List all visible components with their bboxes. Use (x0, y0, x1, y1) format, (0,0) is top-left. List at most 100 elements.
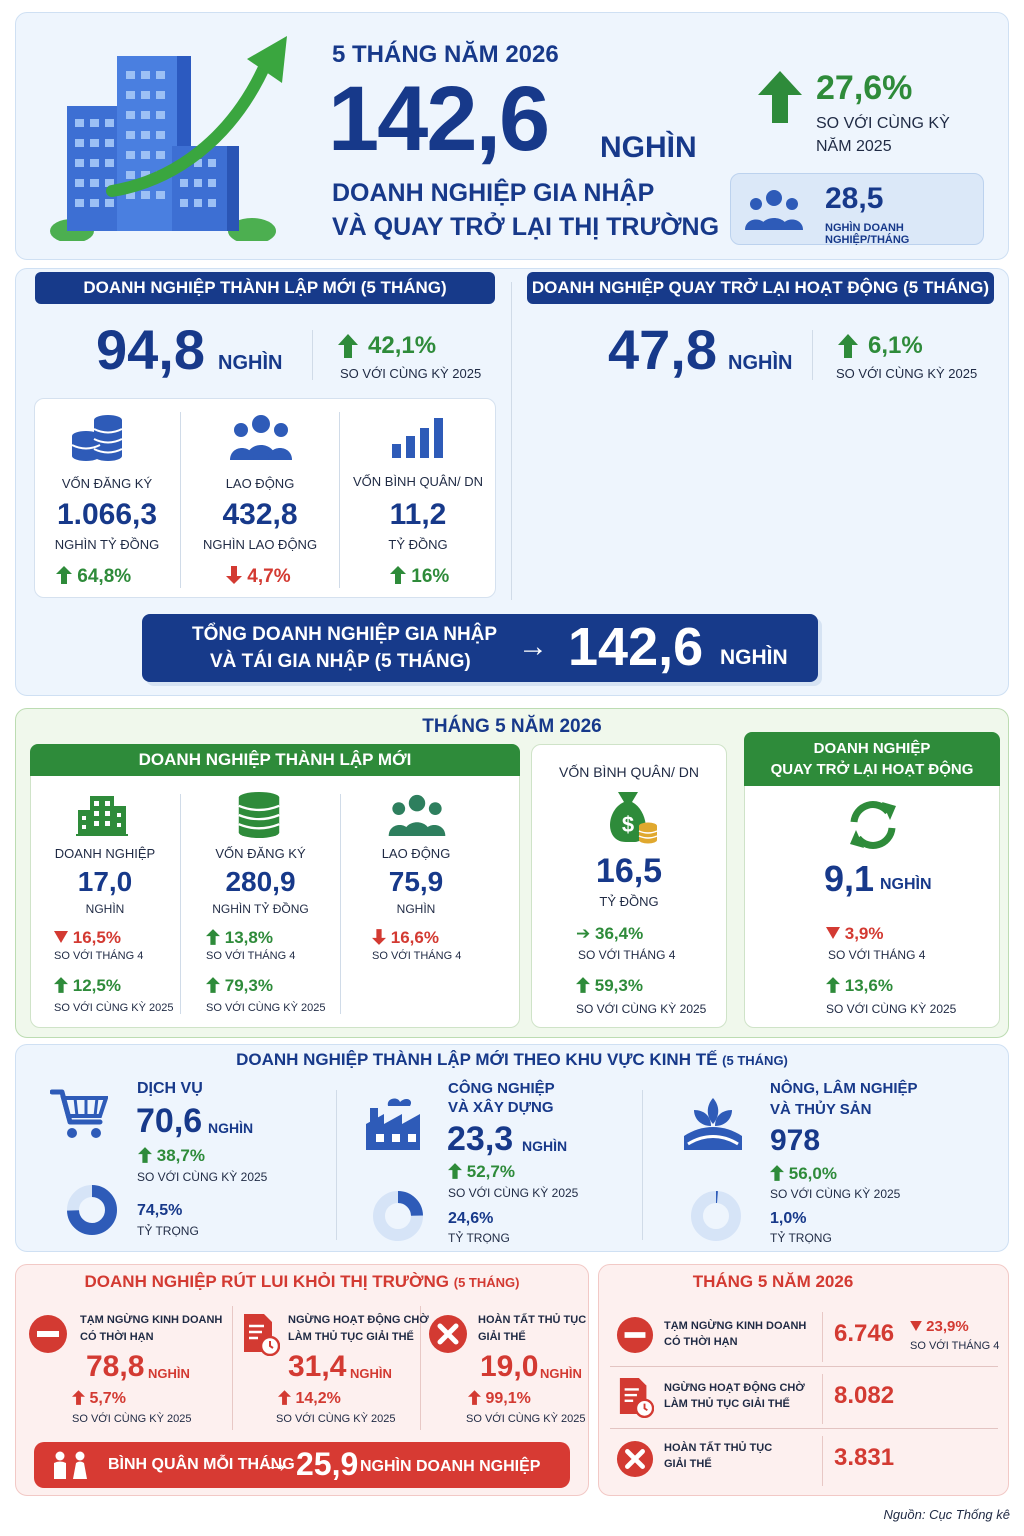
m5-change-value: 13,8% (224, 928, 273, 947)
total-unit: NGHÌN (720, 646, 788, 669)
return-change-2: 13,6% (826, 976, 893, 996)
m5-change-label: SO VỚI THÁNG 4 (372, 950, 462, 962)
sector-name-1: NÔNG, LÂM NGHIỆP (770, 1080, 918, 1097)
up-arrow-icon (278, 1390, 291, 1405)
stat-label: LAO ĐỘNG (225, 476, 295, 491)
return-5m-unit: NGHÌN (728, 352, 793, 374)
avg-change-1: ➔ 36,4% (576, 924, 643, 944)
m5-unit: NGHÌN (396, 902, 436, 916)
refresh-icon (846, 800, 900, 850)
stat-unit: NGHÌN TỶ ĐỒNG (54, 537, 160, 552)
hero-desc-1: DOANH NGHIỆP GIA NHẬP (332, 179, 655, 207)
m5-unit: NGHÌN TỶ ĐỒNG (212, 902, 309, 916)
up-arrow-icon (448, 1163, 462, 1179)
avg-change-label: SO VỚI THÁNG 4 (578, 948, 676, 962)
up-arrow-icon (576, 977, 590, 993)
exit-value: 78,8 (86, 1350, 145, 1383)
stat-value: 1.066,3 (56, 498, 158, 531)
exit-title-suffix: (5 THÁNG) (453, 1275, 520, 1290)
exit-month5-title: THÁNG 5 NĂM 2026 (692, 1272, 854, 1291)
stat-label: VỐN BÌNH QUÂN/ DN (352, 474, 483, 489)
divider (339, 412, 340, 588)
donut-track (691, 1191, 741, 1241)
m5-change-2: 12,5% (54, 976, 121, 996)
donut-share-arc (373, 1191, 423, 1241)
sector-unit: NGHÌN (522, 1138, 568, 1154)
return-change-1: 3,9% (826, 924, 883, 944)
hero-growth-label-1: SO VỚI CÙNG KỲ (816, 115, 950, 132)
monthly-box: 28,5 NGHÌN DOANH NGHIỆP/THÁNG (730, 173, 984, 246)
exit-label-1: NGỪNG HOẠT ĐỘNG CHỜ (288, 1314, 429, 1326)
m5-change-2: 79,3% (206, 976, 273, 996)
down-triangle-icon (910, 1321, 922, 1331)
avg-unit: TỶ ĐỒNG (599, 894, 659, 909)
exit-growth-value: 99,1% (485, 1390, 531, 1407)
sector-growth: 52,7% (448, 1162, 515, 1182)
sector-name-1: DỊCH VỤ (137, 1080, 203, 1097)
m5-change-1: 16,6% (372, 928, 439, 948)
stat-change-value: 64,8% (77, 566, 132, 587)
total-arrow: → (518, 630, 548, 663)
down-arrow-icon (372, 929, 386, 945)
m5-label: LAO ĐỘNG (381, 846, 451, 861)
avg-label: VỐN BÌNH QUÂN/ DN (558, 764, 699, 780)
month5-new-header: DOANH NGHIỆP THÀNH LẬP MỚI (30, 744, 520, 776)
exit-title-main: DOANH NGHIỆP RÚT LUI KHỎI THỊ TRƯỜNG (84, 1272, 450, 1291)
total-line-2: VÀ TÁI GIA NHẬP (5 THÁNG) (210, 651, 471, 672)
sector-name-2: VÀ XÂY DỰNG (448, 1099, 554, 1116)
new-5m-growth-label: SO VỚI CÙNG KỲ 2025 (340, 366, 482, 381)
sector-share: 74,5% (137, 1202, 183, 1219)
stat-change: 64,8% (56, 566, 131, 588)
document-clock-icon (618, 1376, 654, 1418)
exit-unit: NGHÌN (350, 1366, 392, 1381)
source-note: Nguồn: Cục Thống kê (883, 1507, 1010, 1522)
exit-unit: NGHÌN (540, 1366, 582, 1381)
sector-name-2: VÀ THỦY SẢN (770, 1101, 872, 1118)
divider (511, 282, 512, 600)
exit-growth: 99,1% (468, 1390, 531, 1408)
exit-growth-label: SO VỚI CÙNG KỲ 2025 (276, 1413, 396, 1425)
people-icon (50, 1451, 90, 1479)
hero-card: 5 THÁNG NĂM 2026 142,6 NGHÌN DOANH NGHIỆ… (15, 12, 1009, 260)
m5-change-value: 79,3% (224, 976, 273, 995)
month5-return-header: DOANH NGHIỆP QUAY TRỞ LẠI HOẠT ĐỘNG (744, 732, 1000, 786)
avg-change-value: 59,3% (594, 976, 643, 995)
exit-m5-label-2: CÓ THỜI HẠN (664, 1336, 738, 1348)
m5-change-value: 16,6% (390, 928, 439, 947)
divider (312, 330, 313, 380)
sector-name-1: CÔNG NGHIỆP (448, 1080, 555, 1097)
exit-m5-label-2: GIẢI THỂ (664, 1458, 712, 1470)
exit-growth-label: SO VỚI CÙNG KỲ 2025 (466, 1413, 586, 1425)
exit-label-2: LÀM THỦ TỤC GIẢI THỂ (288, 1331, 414, 1343)
exit-m5-label-1: TẠM NGỪNG KINH DOANH (664, 1320, 807, 1332)
exit-m5-label-2: LÀM THỦ TỤC GIẢI THỂ (664, 1398, 790, 1410)
stat-change: 4,7% (226, 566, 291, 588)
month5-new-box (30, 744, 520, 1028)
buildings-growth-icon (42, 31, 292, 241)
sectors-title: DOANH NGHIỆP THÀNH LẬP MỚI THEO KHU VỰC … (15, 1050, 1009, 1070)
sectors-title-suffix: (5 THÁNG) (722, 1053, 788, 1068)
document-clock-icon (242, 1312, 280, 1356)
stat-change-value: 4,7% (247, 566, 291, 587)
m5-value: 280,9 (225, 866, 296, 897)
no-entry-icon (28, 1314, 68, 1354)
m5-change-label: SO VỚI CÙNG KỲ 2025 (54, 1002, 174, 1014)
exit-label-2: GIẢI THỂ (478, 1331, 526, 1343)
people-group-icon (388, 794, 446, 836)
coins-icon (70, 412, 124, 462)
exit-value: 31,4 (288, 1350, 347, 1383)
up-arrow-icon (338, 334, 358, 358)
hero-growth: 27,6% (816, 69, 913, 107)
sector-unit: NGHÌN (208, 1120, 254, 1136)
hero-period: 5 THÁNG NĂM 2026 (332, 41, 559, 68)
factory-icon (364, 1094, 428, 1150)
up-arrow-icon (468, 1390, 481, 1405)
stat-change-value: 16% (411, 566, 450, 587)
sector-growth-label: SO VỚI CÙNG KỲ 2025 (770, 1187, 901, 1201)
total-bar: TỔNG DOANH NGHIỆP GIA NHẬP VÀ TÁI GIA NH… (142, 614, 818, 682)
return-change-label: SO VỚI CÙNG KỲ 2025 (826, 1002, 957, 1016)
total-value: 142,6 (568, 617, 704, 677)
return-change-value: 3,9% (844, 924, 884, 943)
close-circle-icon (428, 1314, 468, 1354)
stat-label: VỐN ĐĂNG KÝ (61, 476, 153, 491)
